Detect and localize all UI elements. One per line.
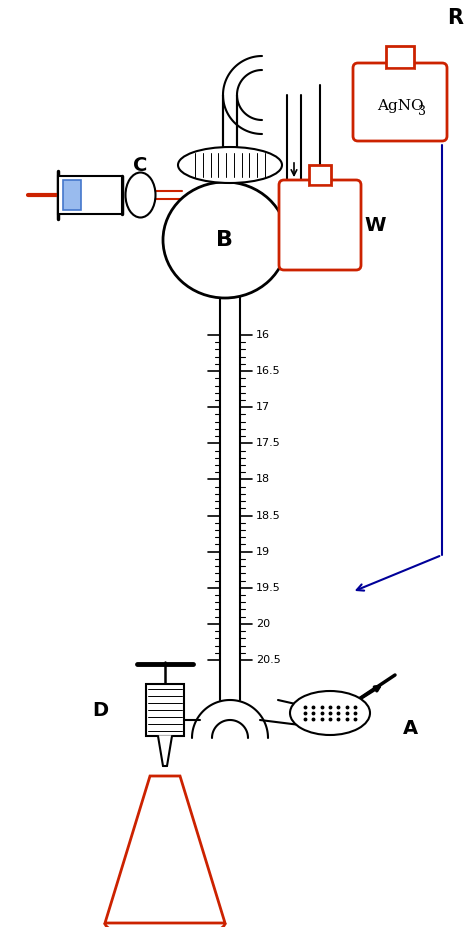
Text: 18: 18 bbox=[256, 475, 270, 485]
Text: 20: 20 bbox=[256, 619, 270, 629]
Bar bbox=[146, 684, 184, 736]
Text: 19.5: 19.5 bbox=[256, 583, 281, 592]
Text: R: R bbox=[447, 8, 463, 28]
Polygon shape bbox=[309, 187, 331, 205]
Text: 3: 3 bbox=[418, 105, 426, 118]
Text: B: B bbox=[217, 230, 234, 250]
Polygon shape bbox=[158, 736, 172, 766]
Text: 17: 17 bbox=[256, 402, 270, 413]
FancyBboxPatch shape bbox=[353, 63, 447, 141]
Bar bbox=[386, 46, 414, 68]
Text: AgNO: AgNO bbox=[377, 99, 423, 113]
Text: 18.5: 18.5 bbox=[256, 511, 281, 521]
Ellipse shape bbox=[290, 691, 370, 735]
Text: W: W bbox=[364, 215, 386, 235]
Bar bbox=[309, 165, 331, 185]
Text: 16: 16 bbox=[256, 330, 270, 340]
Text: 16.5: 16.5 bbox=[256, 366, 281, 376]
Ellipse shape bbox=[163, 182, 287, 298]
Ellipse shape bbox=[178, 147, 282, 183]
Text: 19: 19 bbox=[256, 547, 270, 557]
Bar bbox=[57, 176, 122, 214]
Text: C: C bbox=[133, 156, 147, 174]
Polygon shape bbox=[105, 776, 225, 923]
Text: D: D bbox=[92, 701, 108, 719]
Ellipse shape bbox=[126, 172, 155, 218]
FancyBboxPatch shape bbox=[279, 180, 361, 270]
Polygon shape bbox=[386, 70, 414, 90]
Text: A: A bbox=[402, 718, 418, 738]
Bar bbox=[63, 180, 81, 210]
Text: 20.5: 20.5 bbox=[256, 655, 281, 665]
Text: 17.5: 17.5 bbox=[256, 438, 281, 449]
